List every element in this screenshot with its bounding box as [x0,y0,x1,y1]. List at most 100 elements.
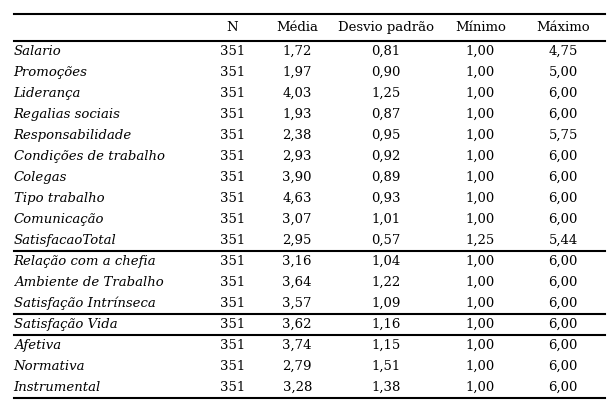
Text: 5,44: 5,44 [548,234,578,247]
Text: 1,00: 1,00 [466,44,495,58]
Text: Condições de trabalho: Condições de trabalho [13,150,165,163]
Text: 4,63: 4,63 [283,192,312,205]
Text: 0,93: 0,93 [371,192,401,205]
Text: 3,57: 3,57 [283,297,312,310]
Text: 1,25: 1,25 [466,234,495,247]
Text: 1,00: 1,00 [466,150,495,163]
Text: 3,64: 3,64 [283,276,312,289]
Text: 1,00: 1,00 [466,381,495,394]
Text: 1,00: 1,00 [466,192,495,205]
Text: 1,93: 1,93 [283,107,312,121]
Text: 4,75: 4,75 [548,44,578,58]
Text: 1,09: 1,09 [371,297,401,310]
Text: 6,00: 6,00 [548,171,578,184]
Text: 351: 351 [220,44,245,58]
Text: 1,00: 1,00 [466,87,495,100]
Text: 3,28: 3,28 [283,381,312,394]
Text: 351: 351 [220,87,245,100]
Text: 351: 351 [220,150,245,163]
Text: 0,95: 0,95 [371,129,401,142]
Text: 3,62: 3,62 [283,318,312,331]
Text: 2,79: 2,79 [283,360,312,373]
Text: 6,00: 6,00 [548,150,578,163]
Text: Afetiva: Afetiva [13,339,61,352]
Text: Satisfação Vida: Satisfação Vida [13,318,118,331]
Text: 3,07: 3,07 [283,213,312,226]
Text: 1,25: 1,25 [371,87,400,100]
Text: 4,03: 4,03 [283,87,312,100]
Text: 6,00: 6,00 [548,107,578,121]
Text: Salario: Salario [13,44,61,58]
Text: N: N [226,21,238,34]
Text: 0,90: 0,90 [371,66,401,78]
Text: Responsabilidade: Responsabilidade [13,129,132,142]
Text: Liderança: Liderança [13,87,81,100]
Text: 1,22: 1,22 [371,276,400,289]
Text: 351: 351 [220,213,245,226]
Text: Desvio padrão: Desvio padrão [338,21,434,34]
Text: Colegas: Colegas [13,171,67,184]
Text: 351: 351 [220,192,245,205]
Text: 6,00: 6,00 [548,87,578,100]
Text: 1,00: 1,00 [466,107,495,121]
Text: 6,00: 6,00 [548,213,578,226]
Text: 0,89: 0,89 [371,171,401,184]
Text: 1,00: 1,00 [466,339,495,352]
Text: 1,01: 1,01 [371,213,400,226]
Text: Normativa: Normativa [13,360,85,373]
Text: 1,00: 1,00 [466,171,495,184]
Text: 1,72: 1,72 [283,44,312,58]
Text: 351: 351 [220,66,245,78]
Text: 1,16: 1,16 [371,318,401,331]
Text: Média: Média [276,21,318,34]
Text: 2,38: 2,38 [283,129,312,142]
Text: Regalias sociais: Regalias sociais [13,107,121,121]
Text: 3,90: 3,90 [283,171,312,184]
Text: 6,00: 6,00 [548,192,578,205]
Text: 6,00: 6,00 [548,318,578,331]
Text: 1,00: 1,00 [466,129,495,142]
Text: 1,00: 1,00 [466,360,495,373]
Text: Satisfação Intrínseca: Satisfação Intrínseca [13,297,155,310]
Text: 6,00: 6,00 [548,381,578,394]
Text: 351: 351 [220,360,245,373]
Text: 0,87: 0,87 [371,107,401,121]
Text: 1,00: 1,00 [466,255,495,268]
Text: 6,00: 6,00 [548,297,578,310]
Text: 351: 351 [220,234,245,247]
Text: 1,00: 1,00 [466,213,495,226]
Text: Mínimo: Mínimo [455,21,506,34]
Text: 5,00: 5,00 [548,66,578,78]
Text: 351: 351 [220,297,245,310]
Text: 6,00: 6,00 [548,339,578,352]
Text: Ambiente de Trabalho: Ambiente de Trabalho [13,276,163,289]
Text: 6,00: 6,00 [548,360,578,373]
Text: Relação com a chefia: Relação com a chefia [13,255,156,268]
Text: 6,00: 6,00 [548,276,578,289]
Text: 351: 351 [220,129,245,142]
Text: Comunicação: Comunicação [13,213,104,226]
Text: 3,74: 3,74 [283,339,312,352]
Text: 351: 351 [220,339,245,352]
Text: 351: 351 [220,276,245,289]
Text: 6,00: 6,00 [548,255,578,268]
Text: 0,57: 0,57 [371,234,401,247]
Text: Instrumental: Instrumental [13,381,101,394]
Text: 1,51: 1,51 [371,360,400,373]
Text: 0,92: 0,92 [371,150,401,163]
Text: 1,04: 1,04 [371,255,400,268]
Text: Máximo: Máximo [536,21,590,34]
Text: 1,97: 1,97 [283,66,312,78]
Text: 3,16: 3,16 [283,255,312,268]
Text: 5,75: 5,75 [548,129,578,142]
Text: 351: 351 [220,171,245,184]
Text: 351: 351 [220,381,245,394]
Text: Tipo trabalho: Tipo trabalho [13,192,104,205]
Text: 1,00: 1,00 [466,66,495,78]
Text: 2,95: 2,95 [283,234,312,247]
Text: 351: 351 [220,107,245,121]
Text: Promoções: Promoções [13,66,88,78]
Text: 1,00: 1,00 [466,297,495,310]
Text: 351: 351 [220,255,245,268]
Text: 351: 351 [220,318,245,331]
